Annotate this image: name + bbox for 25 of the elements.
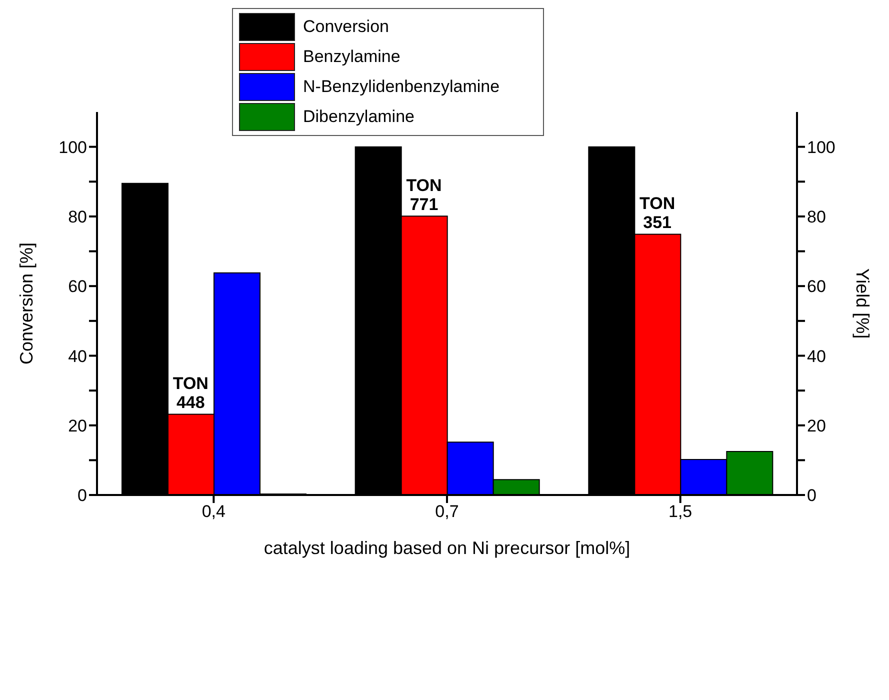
y-tick-label: 60 (68, 277, 87, 296)
y-tick-label: 40 (68, 346, 87, 366)
y-tick-label: 20 (68, 416, 87, 436)
legend-label: Dibenzylamine (303, 107, 414, 127)
y-tick-label: 80 (68, 207, 87, 226)
legend-label: Conversion (303, 17, 389, 37)
y2-tick-label: 20 (807, 416, 826, 436)
x-tick-label: 0,4 (202, 502, 226, 522)
y2-tick-label: 100 (807, 138, 836, 157)
y-tick-label: 100 (58, 138, 87, 157)
annotation: TON 771 (406, 176, 442, 214)
x-axis-title: catalyst loading based on Ni precursor [mol%] (264, 538, 630, 558)
x-tick-label: 0,7 (435, 502, 459, 522)
annotation: TON 351 (640, 194, 676, 232)
y-tick-label: 0 (78, 486, 87, 506)
y2-tick-label: 40 (807, 346, 826, 366)
y-axis-title: Conversion [%] (16, 242, 36, 365)
legend-label: N-Benzylidenbenzylamine (303, 77, 500, 97)
legend-label: Benzylamine (303, 47, 400, 67)
y2-tick-label: 60 (807, 277, 826, 296)
y2-tick-label: 80 (807, 207, 826, 226)
y2-axis-title: Yield [%] (852, 268, 873, 339)
y2-tick-label: 0 (807, 486, 816, 506)
x-tick-label: 1,5 (668, 502, 692, 522)
annotation: TON 448 (172, 374, 208, 412)
